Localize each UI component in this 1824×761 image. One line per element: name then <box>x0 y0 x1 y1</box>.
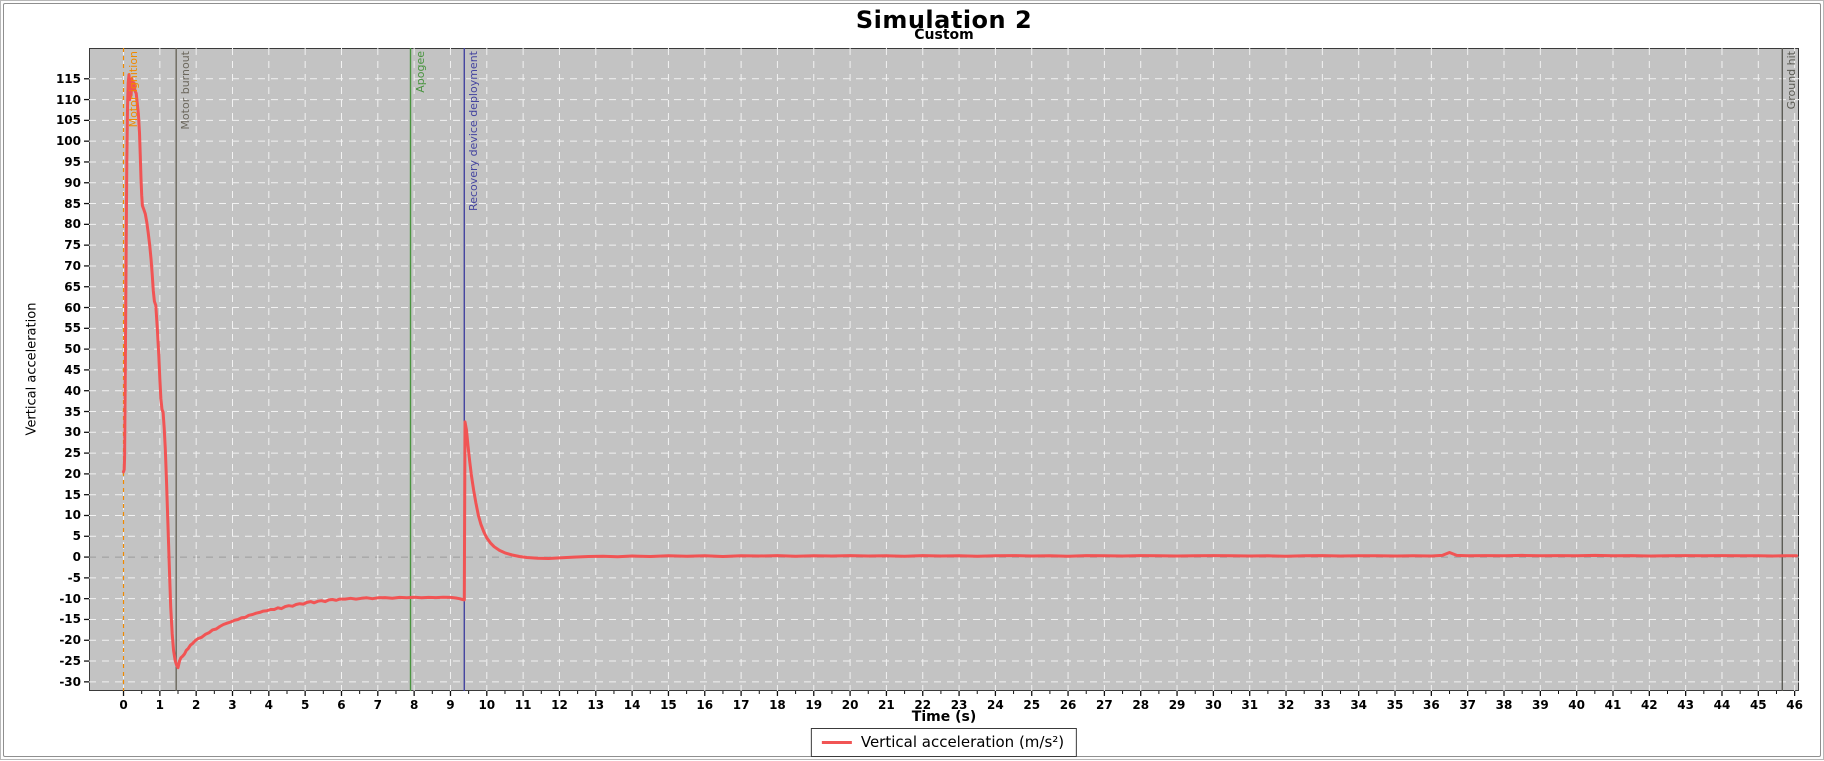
y-tick-label: 20 <box>64 466 81 481</box>
y-tick-label: 90 <box>64 175 81 190</box>
y-tick-label: 95 <box>64 154 81 169</box>
y-tick-label: -15 <box>59 612 81 627</box>
x-tick-label: 26 <box>1059 698 1077 712</box>
y-tick-label: 35 <box>64 404 81 419</box>
y-tick-label: -10 <box>59 591 81 606</box>
x-tick-label: 3 <box>228 698 237 712</box>
y-tick-label: 70 <box>64 258 81 273</box>
x-tick-label: 30 <box>1205 698 1222 712</box>
y-tick-label: 10 <box>64 508 81 523</box>
x-tick-label: 42 <box>1640 698 1658 712</box>
x-tick-label: 39 <box>1531 698 1549 712</box>
x-tick-label: 22 <box>914 698 932 712</box>
y-tick-label: 30 <box>64 425 81 440</box>
x-tick-label: 17 <box>732 698 750 712</box>
x-tick-label: 13 <box>587 698 605 712</box>
x-tick-label: 24 <box>987 698 1004 712</box>
x-tick-label: 12 <box>551 698 568 712</box>
x-tick-label: 44 <box>1713 698 1731 712</box>
x-tick-label: 35 <box>1386 698 1404 712</box>
x-tick-label: 25 <box>1023 698 1041 712</box>
x-tick-label: 19 <box>805 698 823 712</box>
x-tick-label: 38 <box>1495 698 1513 712</box>
y-tick-label: 50 <box>64 342 81 357</box>
x-tick-label: 4 <box>264 698 273 712</box>
x-tick-label: 9 <box>446 698 455 712</box>
y-tick-label: 75 <box>64 238 81 253</box>
x-tick-label: 18 <box>769 698 786 712</box>
x-tick-label: 2 <box>191 698 201 712</box>
y-tick-label: 15 <box>64 487 81 502</box>
x-tick-label: 20 <box>841 698 859 712</box>
x-tick-label: 1 <box>155 698 164 712</box>
legend-label: Vertical acceleration (m/s²) <box>860 733 1065 751</box>
y-tick-label: 105 <box>55 113 81 128</box>
x-tick-label: 40 <box>1568 698 1585 712</box>
x-tick-label: 21 <box>878 698 895 712</box>
x-tick-label: 6 <box>337 698 346 712</box>
event-label: Motor ignition <box>126 51 140 128</box>
x-tick-label: 46 <box>1786 698 1803 712</box>
y-axis-title: Vertical acceleration <box>24 302 40 436</box>
event-label: Recovery device deployment <box>467 51 481 211</box>
y-tick-label: 5 <box>72 529 81 544</box>
x-tick-label: 15 <box>660 698 677 712</box>
x-tick-label: 34 <box>1350 698 1368 712</box>
y-tick-label: 40 <box>64 383 81 398</box>
y-tick-label: -5 <box>67 570 81 585</box>
chart-subtitle: Custom <box>914 27 974 43</box>
x-tick-label: 41 <box>1604 698 1622 712</box>
y-tick-label: 65 <box>64 279 81 294</box>
legend-line-swatch <box>821 740 852 744</box>
chart-title: Simulation 2 <box>855 6 1033 34</box>
y-tick-label: 80 <box>64 217 81 232</box>
y-tick-label: 85 <box>64 196 81 211</box>
y-tick-label: -20 <box>59 633 81 648</box>
x-tick-label: 37 <box>1459 698 1477 712</box>
x-tick-label: 45 <box>1749 698 1767 712</box>
event-label: Apogee <box>413 51 427 93</box>
series-line <box>122 73 1798 670</box>
x-axis-title: Time (s) <box>911 709 977 725</box>
x-tick-label: 5 <box>300 698 310 712</box>
x-tick-label: 43 <box>1677 698 1694 712</box>
x-tick-label: 29 <box>1168 698 1186 712</box>
x-tick-label: 7 <box>373 698 382 712</box>
x-tick-label: 28 <box>1132 698 1150 712</box>
y-tick-label: 115 <box>55 71 81 86</box>
x-tick-label: 27 <box>1096 698 1113 712</box>
x-tick-label: 0 <box>119 698 128 712</box>
y-tick-label: 25 <box>64 446 81 461</box>
x-tick-label: 23 <box>950 698 968 712</box>
y-tick-label: -30 <box>59 674 81 689</box>
y-tick-label: 110 <box>55 92 81 107</box>
x-tick-label: 16 <box>696 698 714 712</box>
x-tick-label: 14 <box>623 698 641 712</box>
event-label: Ground hit <box>1785 51 1799 110</box>
x-tick-label: 8 <box>409 698 419 712</box>
y-tick-label: -25 <box>59 654 81 669</box>
y-tick-label: 0 <box>72 550 81 565</box>
x-tick-label: 33 <box>1314 698 1331 712</box>
y-tick-label: 55 <box>64 321 81 336</box>
y-tick-label: 60 <box>64 300 81 315</box>
x-tick-label: 11 <box>514 698 532 712</box>
x-tick-label: 31 <box>1241 698 1259 712</box>
x-tick-label: 32 <box>1277 698 1295 712</box>
legend: Vertical acceleration (m/s²) <box>810 728 1078 757</box>
y-tick-label: 45 <box>64 362 81 377</box>
x-tick-label: 36 <box>1422 698 1440 712</box>
y-tick-label: 100 <box>55 134 81 149</box>
x-tick-label: 10 <box>478 698 496 712</box>
event-label: Motor burnout <box>179 51 193 130</box>
